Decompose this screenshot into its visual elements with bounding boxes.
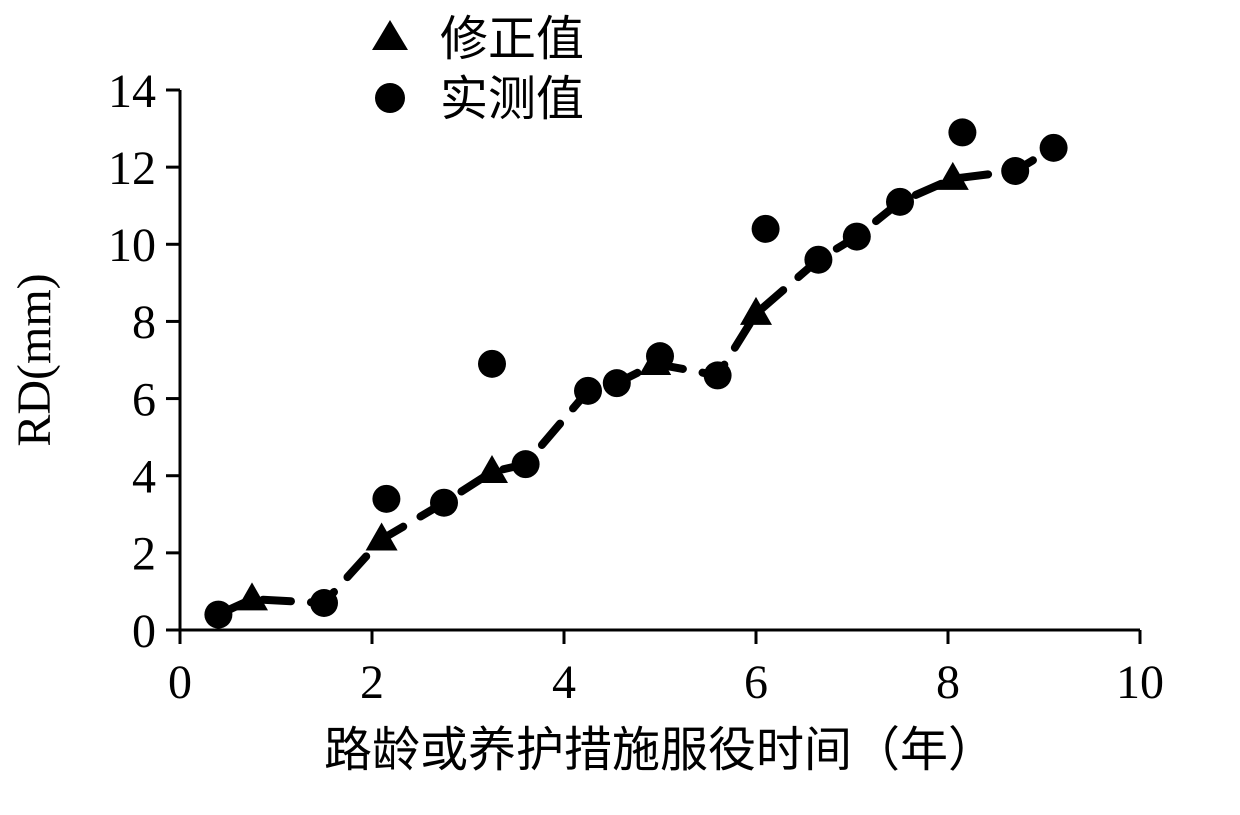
data-point-circle [886, 188, 914, 216]
x-tick-label: 8 [936, 656, 960, 709]
scatter-chart: 0 2 4 6 8 10 0 2 4 6 8 10 12 14 路龄或养护措施服役时间（年） RD(mm) 修正… [0, 0, 1240, 815]
data-point-circle [843, 223, 871, 251]
x-tick-label: 0 [168, 656, 192, 709]
data-point-circle [512, 450, 540, 478]
y-tick-label: 12 [108, 142, 156, 195]
x-axis-title: 路龄或养护措施服役时间（年） [324, 724, 996, 777]
data-point-circle [704, 361, 732, 389]
data-point-circle [478, 350, 506, 378]
data-point-circle [603, 369, 631, 397]
data-point-circle [1001, 157, 1029, 185]
legend-label: 修正值 [440, 13, 584, 66]
data-point-circle [430, 489, 458, 517]
y-tick-label: 6 [132, 373, 156, 426]
y-tick-label: 14 [108, 65, 156, 118]
x-tick-label: 4 [552, 656, 576, 709]
data-point-circle [204, 601, 232, 629]
y-axis-title: RD(mm) [8, 273, 61, 446]
y-tick-label: 0 [132, 605, 156, 658]
x-tick-label: 6 [744, 656, 768, 709]
x-tick-label: 10 [1116, 656, 1164, 709]
data-point-circle [310, 589, 338, 617]
y-tick-label: 8 [132, 296, 156, 349]
data-point-circle [948, 118, 976, 146]
data-point-circle [804, 246, 832, 274]
legend-label: 实测值 [440, 73, 584, 126]
y-tick-label: 4 [132, 451, 156, 504]
data-point-circle [574, 377, 602, 405]
data-point-circle [1040, 134, 1068, 162]
chart-container: 0 2 4 6 8 10 0 2 4 6 8 10 12 14 路龄或养护措施服役时间（年） RD(mm) 修正… [0, 0, 1240, 815]
x-tick-label: 2 [360, 656, 384, 709]
legend-circle-icon [375, 83, 405, 113]
y-tick-label: 2 [132, 528, 156, 581]
data-point-circle [372, 485, 400, 513]
y-tick-label: 10 [108, 219, 156, 272]
data-point-circle [752, 215, 780, 243]
